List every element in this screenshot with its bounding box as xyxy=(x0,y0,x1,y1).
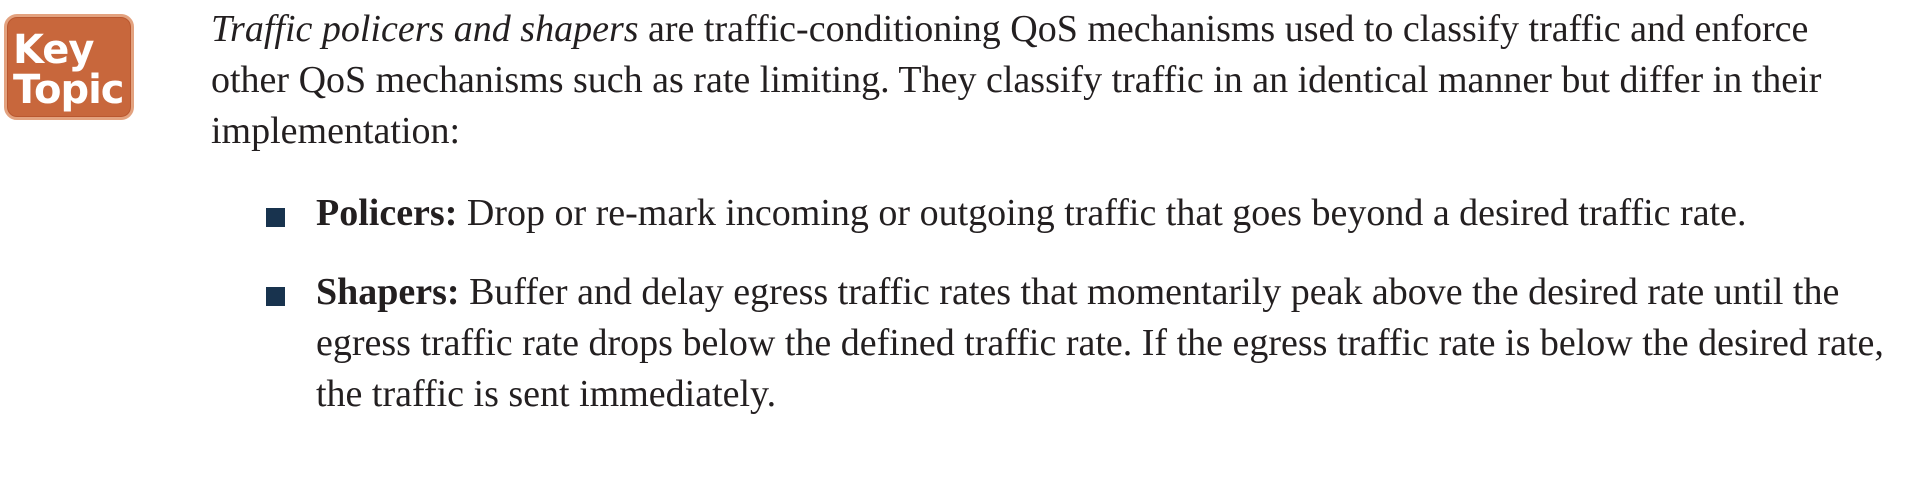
square-bullet-icon xyxy=(266,287,285,306)
bullet-item-policers: Policers: Drop or re-mark incoming or ou… xyxy=(266,188,1891,239)
square-bullet-icon xyxy=(266,208,285,227)
key-topic-badge: Key Topic xyxy=(4,14,134,120)
key-topic-line2: Topic xyxy=(13,67,125,113)
key-topic-line1: Key xyxy=(13,27,95,73)
bullet-term: Policers: xyxy=(316,192,458,234)
bullet-text: Drop or re-mark incoming or outgoing tra… xyxy=(457,192,1747,234)
intro-paragraph: Traffic policers and shapers are traffic… xyxy=(211,4,1891,157)
bullet-text: Buffer and delay egress traffic rates th… xyxy=(316,271,1884,415)
intro-italic-term: Traffic policers and shapers xyxy=(211,8,639,50)
bullet-item-shapers: Shapers: Buffer and delay egress traffic… xyxy=(266,267,1891,420)
bullet-list: Policers: Drop or re-mark incoming or ou… xyxy=(211,188,1891,420)
bullet-term: Shapers: xyxy=(316,271,460,313)
intro-text: are traffic-conditioning QoS mechanisms … xyxy=(211,8,1822,152)
main-content: Traffic policers and shapers are traffic… xyxy=(211,4,1891,448)
